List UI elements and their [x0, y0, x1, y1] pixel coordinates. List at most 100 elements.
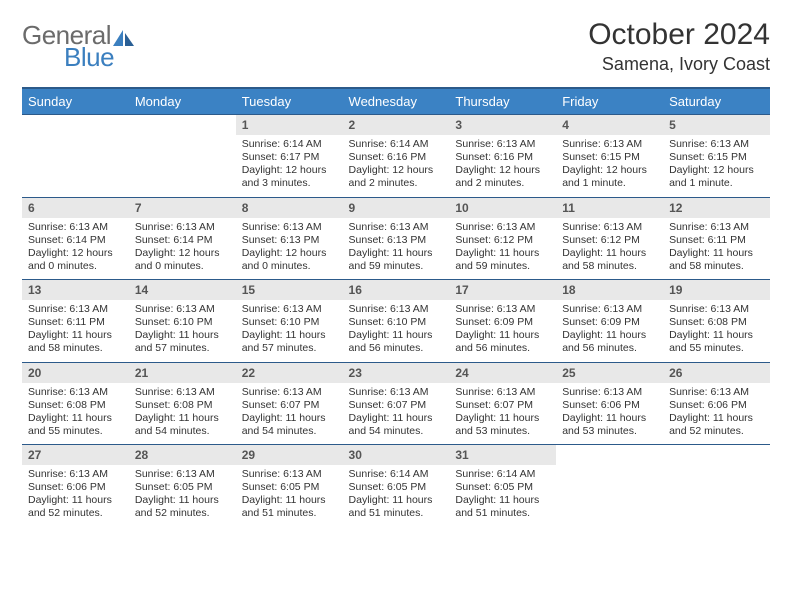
- day-number: 12: [663, 197, 770, 218]
- title-block: October 2024 Samena, Ivory Coast: [588, 18, 770, 75]
- day-number: 25: [556, 362, 663, 383]
- calendar-day-cell: 15Sunrise: 6:13 AMSunset: 6:10 PMDayligh…: [236, 279, 343, 362]
- weekday-header: Wednesday: [343, 88, 450, 114]
- calendar-day-cell: 19Sunrise: 6:13 AMSunset: 6:08 PMDayligh…: [663, 279, 770, 362]
- day-details: Sunrise: 6:14 AMSunset: 6:17 PMDaylight:…: [236, 135, 343, 197]
- calendar-day-cell: 2Sunrise: 6:14 AMSunset: 6:16 PMDaylight…: [343, 114, 450, 197]
- weekday-header-row: SundayMondayTuesdayWednesdayThursdayFrid…: [22, 88, 770, 114]
- day-details: Sunrise: 6:13 AMSunset: 6:08 PMDaylight:…: [22, 383, 129, 445]
- day-number: 27: [22, 444, 129, 465]
- day-number: 6: [22, 197, 129, 218]
- day-number: 17: [449, 279, 556, 300]
- day-details: Sunrise: 6:13 AMSunset: 6:11 PMDaylight:…: [663, 218, 770, 280]
- day-details: Sunrise: 6:13 AMSunset: 6:09 PMDaylight:…: [449, 300, 556, 362]
- day-details: Sunrise: 6:13 AMSunset: 6:16 PMDaylight:…: [449, 135, 556, 197]
- day-details: Sunrise: 6:13 AMSunset: 6:12 PMDaylight:…: [556, 218, 663, 280]
- calendar-week-row: 6Sunrise: 6:13 AMSunset: 6:14 PMDaylight…: [22, 197, 770, 280]
- day-details: Sunrise: 6:13 AMSunset: 6:12 PMDaylight:…: [449, 218, 556, 280]
- calendar-day-cell: 22Sunrise: 6:13 AMSunset: 6:07 PMDayligh…: [236, 362, 343, 445]
- calendar-week-row: 20Sunrise: 6:13 AMSunset: 6:08 PMDayligh…: [22, 362, 770, 445]
- calendar-day-cell: [663, 444, 770, 527]
- calendar-day-cell: 20Sunrise: 6:13 AMSunset: 6:08 PMDayligh…: [22, 362, 129, 445]
- day-details: Sunrise: 6:13 AMSunset: 6:11 PMDaylight:…: [22, 300, 129, 362]
- calendar-day-cell: 12Sunrise: 6:13 AMSunset: 6:11 PMDayligh…: [663, 197, 770, 280]
- calendar-day-cell: 5Sunrise: 6:13 AMSunset: 6:15 PMDaylight…: [663, 114, 770, 197]
- day-details: Sunrise: 6:13 AMSunset: 6:13 PMDaylight:…: [343, 218, 450, 280]
- calendar-day-cell: 28Sunrise: 6:13 AMSunset: 6:05 PMDayligh…: [129, 444, 236, 527]
- calendar-day-cell: 10Sunrise: 6:13 AMSunset: 6:12 PMDayligh…: [449, 197, 556, 280]
- day-number: 28: [129, 444, 236, 465]
- calendar-body: 1Sunrise: 6:14 AMSunset: 6:17 PMDaylight…: [22, 114, 770, 527]
- day-details: Sunrise: 6:14 AMSunset: 6:16 PMDaylight:…: [343, 135, 450, 197]
- day-details: Sunrise: 6:13 AMSunset: 6:06 PMDaylight:…: [556, 383, 663, 445]
- calendar-day-cell: 27Sunrise: 6:13 AMSunset: 6:06 PMDayligh…: [22, 444, 129, 527]
- day-details: Sunrise: 6:13 AMSunset: 6:08 PMDaylight:…: [129, 383, 236, 445]
- day-number: 24: [449, 362, 556, 383]
- calendar-day-cell: 7Sunrise: 6:13 AMSunset: 6:14 PMDaylight…: [129, 197, 236, 280]
- day-details: Sunrise: 6:13 AMSunset: 6:15 PMDaylight:…: [556, 135, 663, 197]
- calendar-day-cell: 1Sunrise: 6:14 AMSunset: 6:17 PMDaylight…: [236, 114, 343, 197]
- calendar-week-row: 1Sunrise: 6:14 AMSunset: 6:17 PMDaylight…: [22, 114, 770, 197]
- day-details: Sunrise: 6:13 AMSunset: 6:09 PMDaylight:…: [556, 300, 663, 362]
- calendar-day-cell: 30Sunrise: 6:14 AMSunset: 6:05 PMDayligh…: [343, 444, 450, 527]
- day-details: Sunrise: 6:13 AMSunset: 6:08 PMDaylight:…: [663, 300, 770, 362]
- page-title: October 2024: [588, 18, 770, 52]
- calendar-day-cell: 25Sunrise: 6:13 AMSunset: 6:06 PMDayligh…: [556, 362, 663, 445]
- day-number: 23: [343, 362, 450, 383]
- weekday-header: Friday: [556, 88, 663, 114]
- day-details: Sunrise: 6:13 AMSunset: 6:06 PMDaylight:…: [22, 465, 129, 527]
- day-details: Sunrise: 6:13 AMSunset: 6:10 PMDaylight:…: [343, 300, 450, 362]
- header: GeneralBlue October 2024 Samena, Ivory C…: [22, 18, 770, 75]
- day-number: 30: [343, 444, 450, 465]
- day-number: 21: [129, 362, 236, 383]
- calendar-day-cell: [22, 114, 129, 197]
- calendar-table: SundayMondayTuesdayWednesdayThursdayFrid…: [22, 87, 770, 527]
- day-number: 29: [236, 444, 343, 465]
- calendar-day-cell: 8Sunrise: 6:13 AMSunset: 6:13 PMDaylight…: [236, 197, 343, 280]
- logo-text-blue: Blue: [64, 44, 114, 70]
- day-number: 3: [449, 114, 556, 135]
- day-number: 22: [236, 362, 343, 383]
- day-details: Sunrise: 6:13 AMSunset: 6:10 PMDaylight:…: [236, 300, 343, 362]
- page-subtitle: Samena, Ivory Coast: [588, 54, 770, 75]
- day-number: 14: [129, 279, 236, 300]
- day-details: Sunrise: 6:13 AMSunset: 6:07 PMDaylight:…: [236, 383, 343, 445]
- day-number: 2: [343, 114, 450, 135]
- day-number: 10: [449, 197, 556, 218]
- calendar-day-cell: 24Sunrise: 6:13 AMSunset: 6:07 PMDayligh…: [449, 362, 556, 445]
- calendar-week-row: 27Sunrise: 6:13 AMSunset: 6:06 PMDayligh…: [22, 444, 770, 527]
- calendar-day-cell: 13Sunrise: 6:13 AMSunset: 6:11 PMDayligh…: [22, 279, 129, 362]
- calendar-day-cell: 18Sunrise: 6:13 AMSunset: 6:09 PMDayligh…: [556, 279, 663, 362]
- day-details: Sunrise: 6:14 AMSunset: 6:05 PMDaylight:…: [343, 465, 450, 527]
- calendar-day-cell: 29Sunrise: 6:13 AMSunset: 6:05 PMDayligh…: [236, 444, 343, 527]
- day-details: Sunrise: 6:13 AMSunset: 6:05 PMDaylight:…: [236, 465, 343, 527]
- day-number: 20: [22, 362, 129, 383]
- day-details: Sunrise: 6:13 AMSunset: 6:06 PMDaylight:…: [663, 383, 770, 445]
- calendar-day-cell: 16Sunrise: 6:13 AMSunset: 6:10 PMDayligh…: [343, 279, 450, 362]
- day-details: Sunrise: 6:14 AMSunset: 6:05 PMDaylight:…: [449, 465, 556, 527]
- day-details: Sunrise: 6:13 AMSunset: 6:07 PMDaylight:…: [449, 383, 556, 445]
- calendar-day-cell: 11Sunrise: 6:13 AMSunset: 6:12 PMDayligh…: [556, 197, 663, 280]
- calendar-day-cell: 31Sunrise: 6:14 AMSunset: 6:05 PMDayligh…: [449, 444, 556, 527]
- day-details: Sunrise: 6:13 AMSunset: 6:10 PMDaylight:…: [129, 300, 236, 362]
- calendar-day-cell: 21Sunrise: 6:13 AMSunset: 6:08 PMDayligh…: [129, 362, 236, 445]
- weekday-header: Saturday: [663, 88, 770, 114]
- day-details: Sunrise: 6:13 AMSunset: 6:14 PMDaylight:…: [22, 218, 129, 280]
- day-details: Sunrise: 6:13 AMSunset: 6:07 PMDaylight:…: [343, 383, 450, 445]
- day-number: 13: [22, 279, 129, 300]
- logo: GeneralBlue: [22, 18, 135, 70]
- day-details: Sunrise: 6:13 AMSunset: 6:14 PMDaylight:…: [129, 218, 236, 280]
- day-number: 26: [663, 362, 770, 383]
- calendar-day-cell: 6Sunrise: 6:13 AMSunset: 6:14 PMDaylight…: [22, 197, 129, 280]
- day-number: 8: [236, 197, 343, 218]
- day-number: 31: [449, 444, 556, 465]
- day-number: 4: [556, 114, 663, 135]
- day-number: 7: [129, 197, 236, 218]
- calendar-day-cell: 14Sunrise: 6:13 AMSunset: 6:10 PMDayligh…: [129, 279, 236, 362]
- logo-sail-icon: [113, 30, 135, 48]
- calendar-day-cell: [129, 114, 236, 197]
- day-number: 1: [236, 114, 343, 135]
- calendar-day-cell: 26Sunrise: 6:13 AMSunset: 6:06 PMDayligh…: [663, 362, 770, 445]
- calendar-week-row: 13Sunrise: 6:13 AMSunset: 6:11 PMDayligh…: [22, 279, 770, 362]
- day-details: Sunrise: 6:13 AMSunset: 6:15 PMDaylight:…: [663, 135, 770, 197]
